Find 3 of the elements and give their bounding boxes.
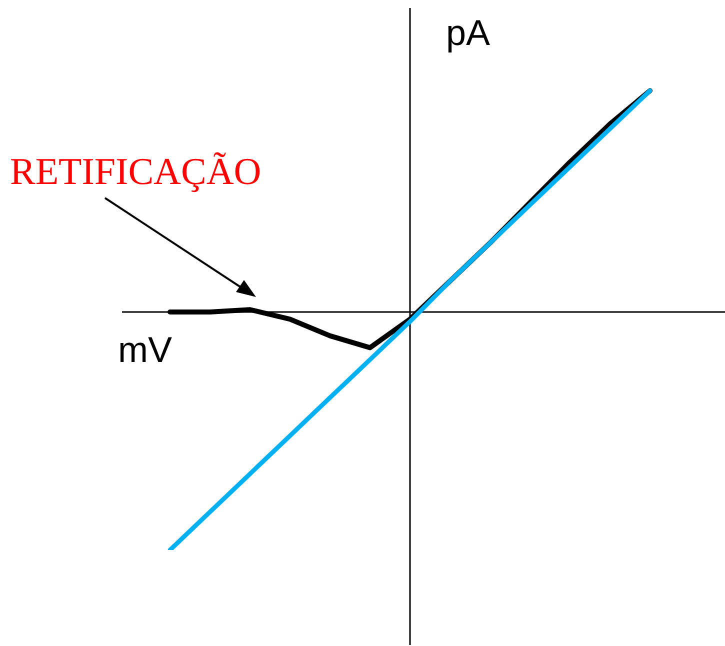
x-axis-title: mV <box>118 329 172 370</box>
y-axis-title: pA <box>446 12 490 53</box>
annotation: RETIFICAÇÃO <box>10 150 262 194</box>
